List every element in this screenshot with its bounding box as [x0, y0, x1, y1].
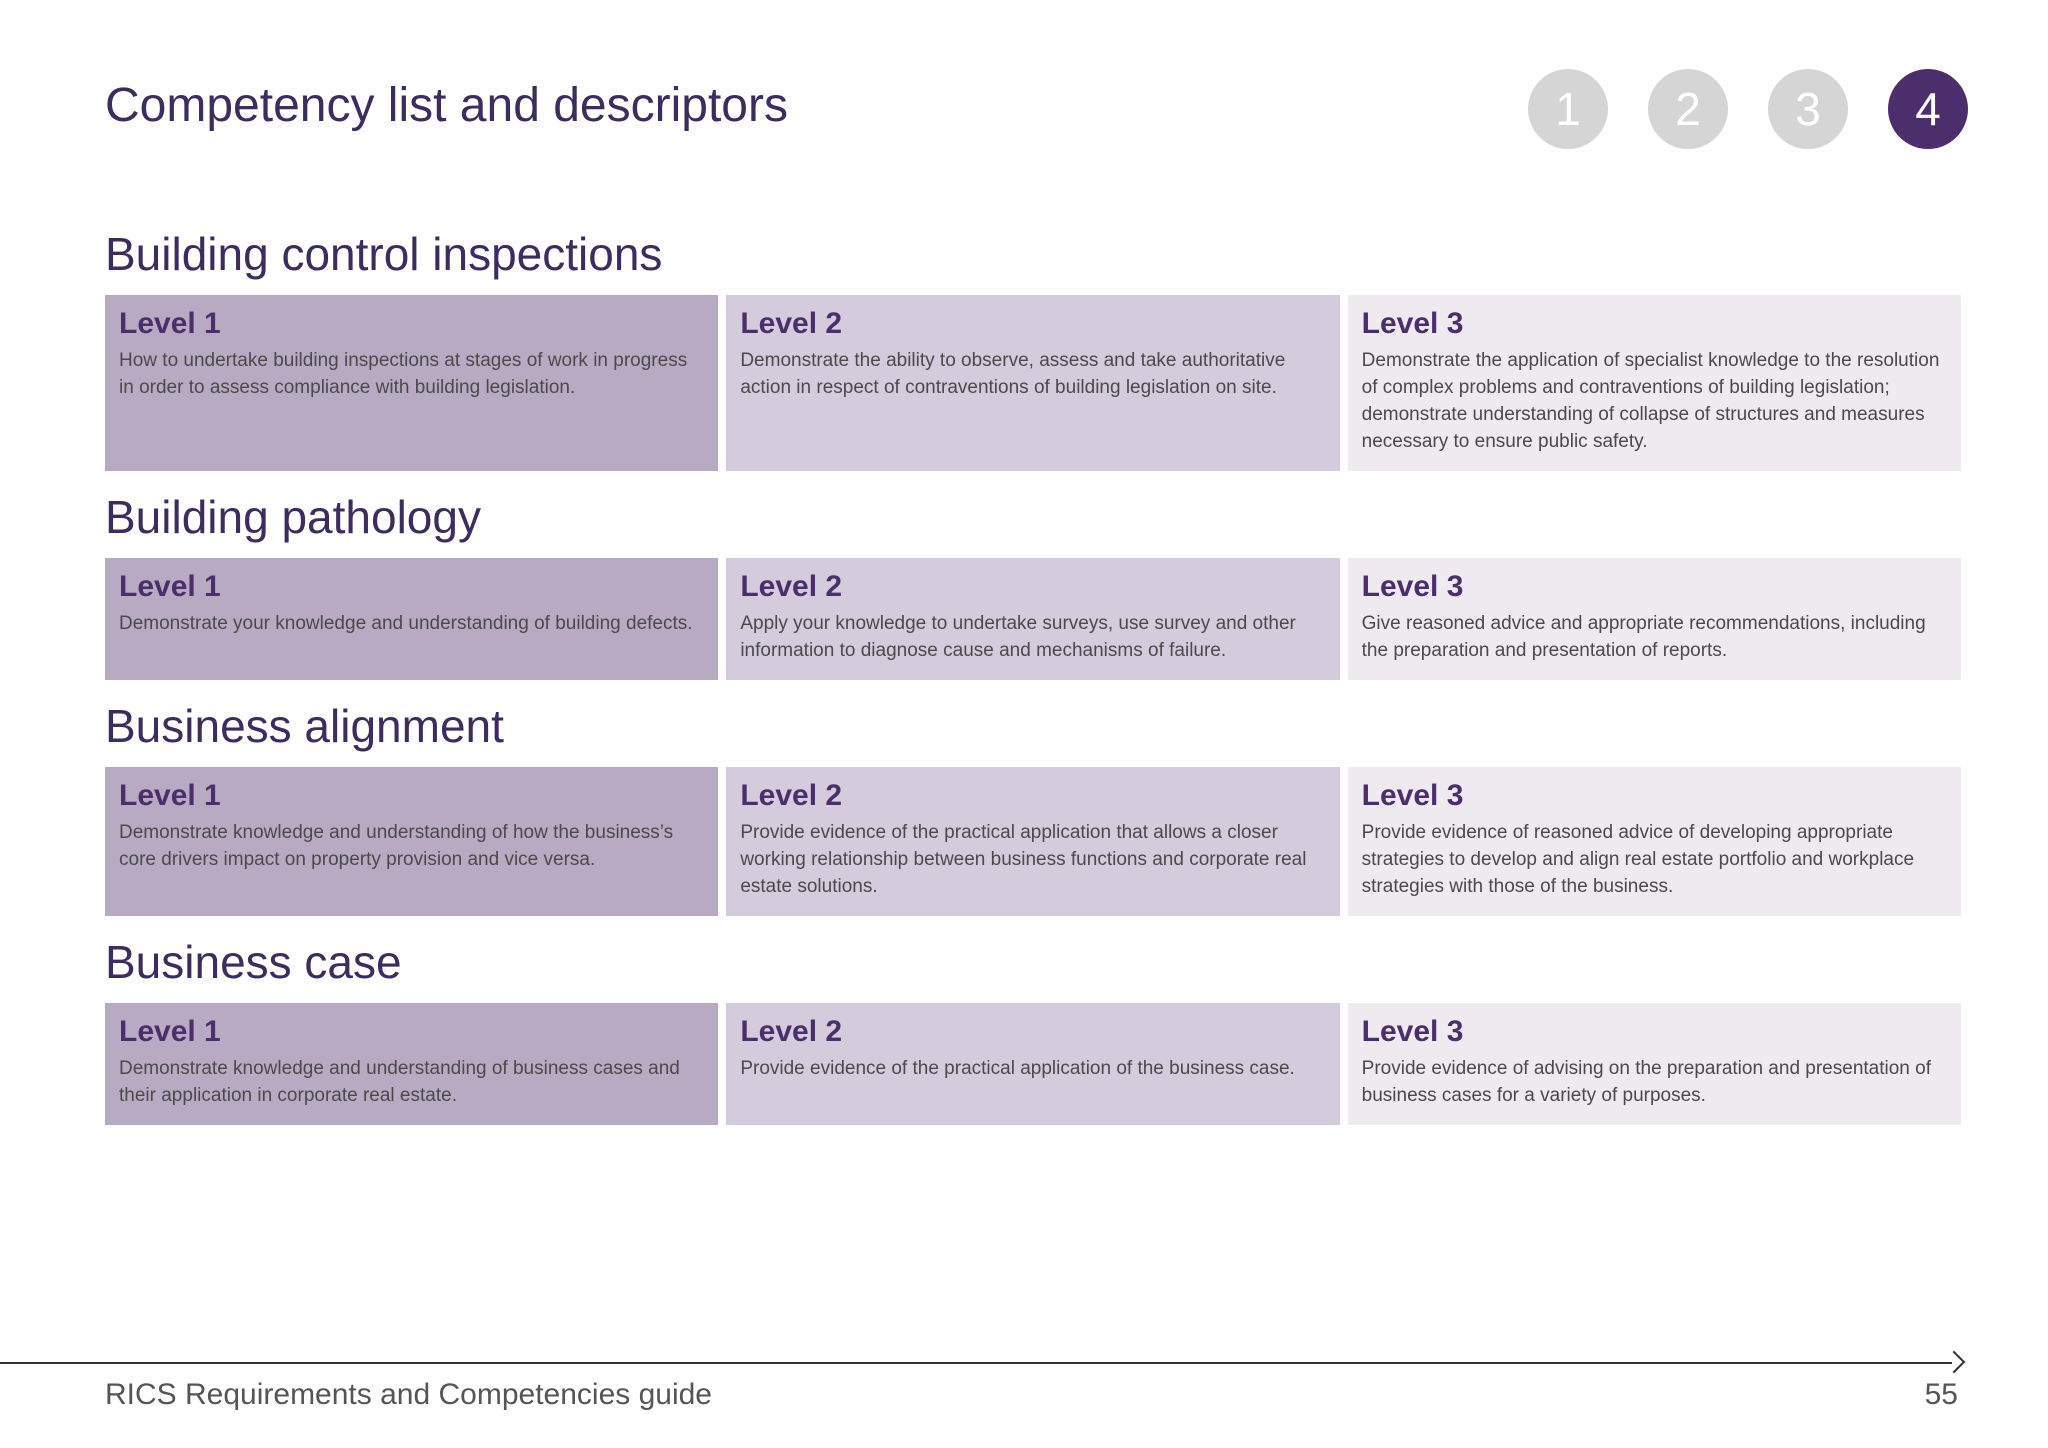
- level-3-card: Level 3 Demonstrate the application of s…: [1347, 294, 1961, 471]
- level-title: Level 3: [1361, 569, 1464, 603]
- level-description: Apply your knowledge to undertake survey…: [740, 612, 1296, 661]
- levels-row: Level 1 Demonstrate knowledge and unders…: [105, 1002, 1961, 1125]
- level-description: Provide evidence of advising on the prep…: [1361, 1057, 1931, 1106]
- step-3-button[interactable]: 3: [1768, 69, 1848, 149]
- level-description: How to undertake building inspections at…: [119, 349, 688, 398]
- level-1-card: Level 1 Demonstrate knowledge and unders…: [105, 766, 719, 916]
- level-2-card: Level 2 Provide evidence of the practica…: [726, 766, 1340, 916]
- level-title: Level 1: [119, 569, 221, 603]
- level-description: Demonstrate your knowledge and understan…: [119, 612, 693, 634]
- section-title: Building control inspections: [105, 228, 663, 280]
- level-description: Demonstrate knowledge and understanding …: [119, 1057, 680, 1106]
- level-title: Level 1: [119, 778, 221, 812]
- level-3-card: Level 3 Provide evidence of advising on …: [1347, 1002, 1961, 1125]
- level-title: Level 1: [119, 1014, 221, 1048]
- section-business-alignment: Business alignment Level 1 Demonstrate k…: [105, 700, 1961, 916]
- level-title: Level 3: [1361, 778, 1464, 812]
- levels-row: Level 1 How to undertake building inspec…: [105, 294, 1961, 471]
- level-3-card: Level 3 Give reasoned advice and appropr…: [1347, 557, 1961, 680]
- page-title: Competency list and descriptors: [105, 79, 788, 132]
- level-description: Provide evidence of the practical applic…: [740, 1057, 1295, 1079]
- level-title: Level 2: [740, 1014, 843, 1048]
- level-description: Demonstrate the ability to observe, asse…: [740, 349, 1286, 398]
- level-description: Give reasoned advice and appropriate rec…: [1361, 612, 1926, 661]
- level-1-card: Level 1 How to undertake building inspec…: [105, 294, 719, 471]
- section-building-control-inspections: Building control inspections Level 1 How…: [105, 228, 1961, 471]
- footer-divider: [0, 1362, 1952, 1364]
- level-2-card: Level 2 Provide evidence of the practica…: [726, 1002, 1340, 1125]
- level-description: Demonstrate knowledge and understanding …: [119, 821, 674, 870]
- level-title: Level 1: [119, 306, 221, 340]
- page-number: 55: [1924, 1378, 1958, 1411]
- level-title: Level 2: [740, 306, 843, 340]
- footer-guide-title: RICS Requirements and Competencies guide: [105, 1378, 712, 1411]
- section-title: Business case: [105, 935, 402, 988]
- step-2-button[interactable]: 2: [1648, 69, 1728, 149]
- section-title: Business alignment: [105, 699, 504, 752]
- level-description: Demonstrate the application of specialis…: [1361, 349, 1940, 452]
- step-1-button[interactable]: 1: [1528, 69, 1608, 149]
- section-business-case: Business case Level 1 Demonstrate knowle…: [105, 936, 1961, 1125]
- competency-sections: Building control inspections Level 1 How…: [105, 228, 1961, 1145]
- level-3-card: Level 3 Provide evidence of reasoned adv…: [1347, 766, 1961, 916]
- level-1-card: Level 1 Demonstrate knowledge and unders…: [105, 1002, 719, 1125]
- section-building-pathology: Building pathology Level 1 Demonstrate y…: [105, 491, 1961, 680]
- level-title: Level 2: [740, 778, 843, 812]
- level-description: Provide evidence of reasoned advice of d…: [1361, 821, 1915, 897]
- step-navigation: 1 2 3 4: [1528, 69, 1968, 149]
- step-4-button[interactable]: 4: [1888, 69, 1968, 149]
- levels-row: Level 1 Demonstrate knowledge and unders…: [105, 766, 1961, 916]
- level-title: Level 3: [1361, 306, 1464, 340]
- level-1-card: Level 1 Demonstrate your knowledge and u…: [105, 557, 719, 680]
- level-2-card: Level 2 Apply your knowledge to undertak…: [726, 557, 1340, 680]
- level-title: Level 2: [740, 569, 843, 603]
- level-2-card: Level 2 Demonstrate the ability to obser…: [726, 294, 1340, 471]
- level-title: Level 3: [1361, 1014, 1464, 1048]
- section-title: Building pathology: [105, 490, 481, 543]
- level-description: Provide evidence of the practical applic…: [740, 821, 1307, 897]
- levels-row: Level 1 Demonstrate your knowledge and u…: [105, 557, 1961, 680]
- arrow-right-icon: [1942, 1350, 1966, 1374]
